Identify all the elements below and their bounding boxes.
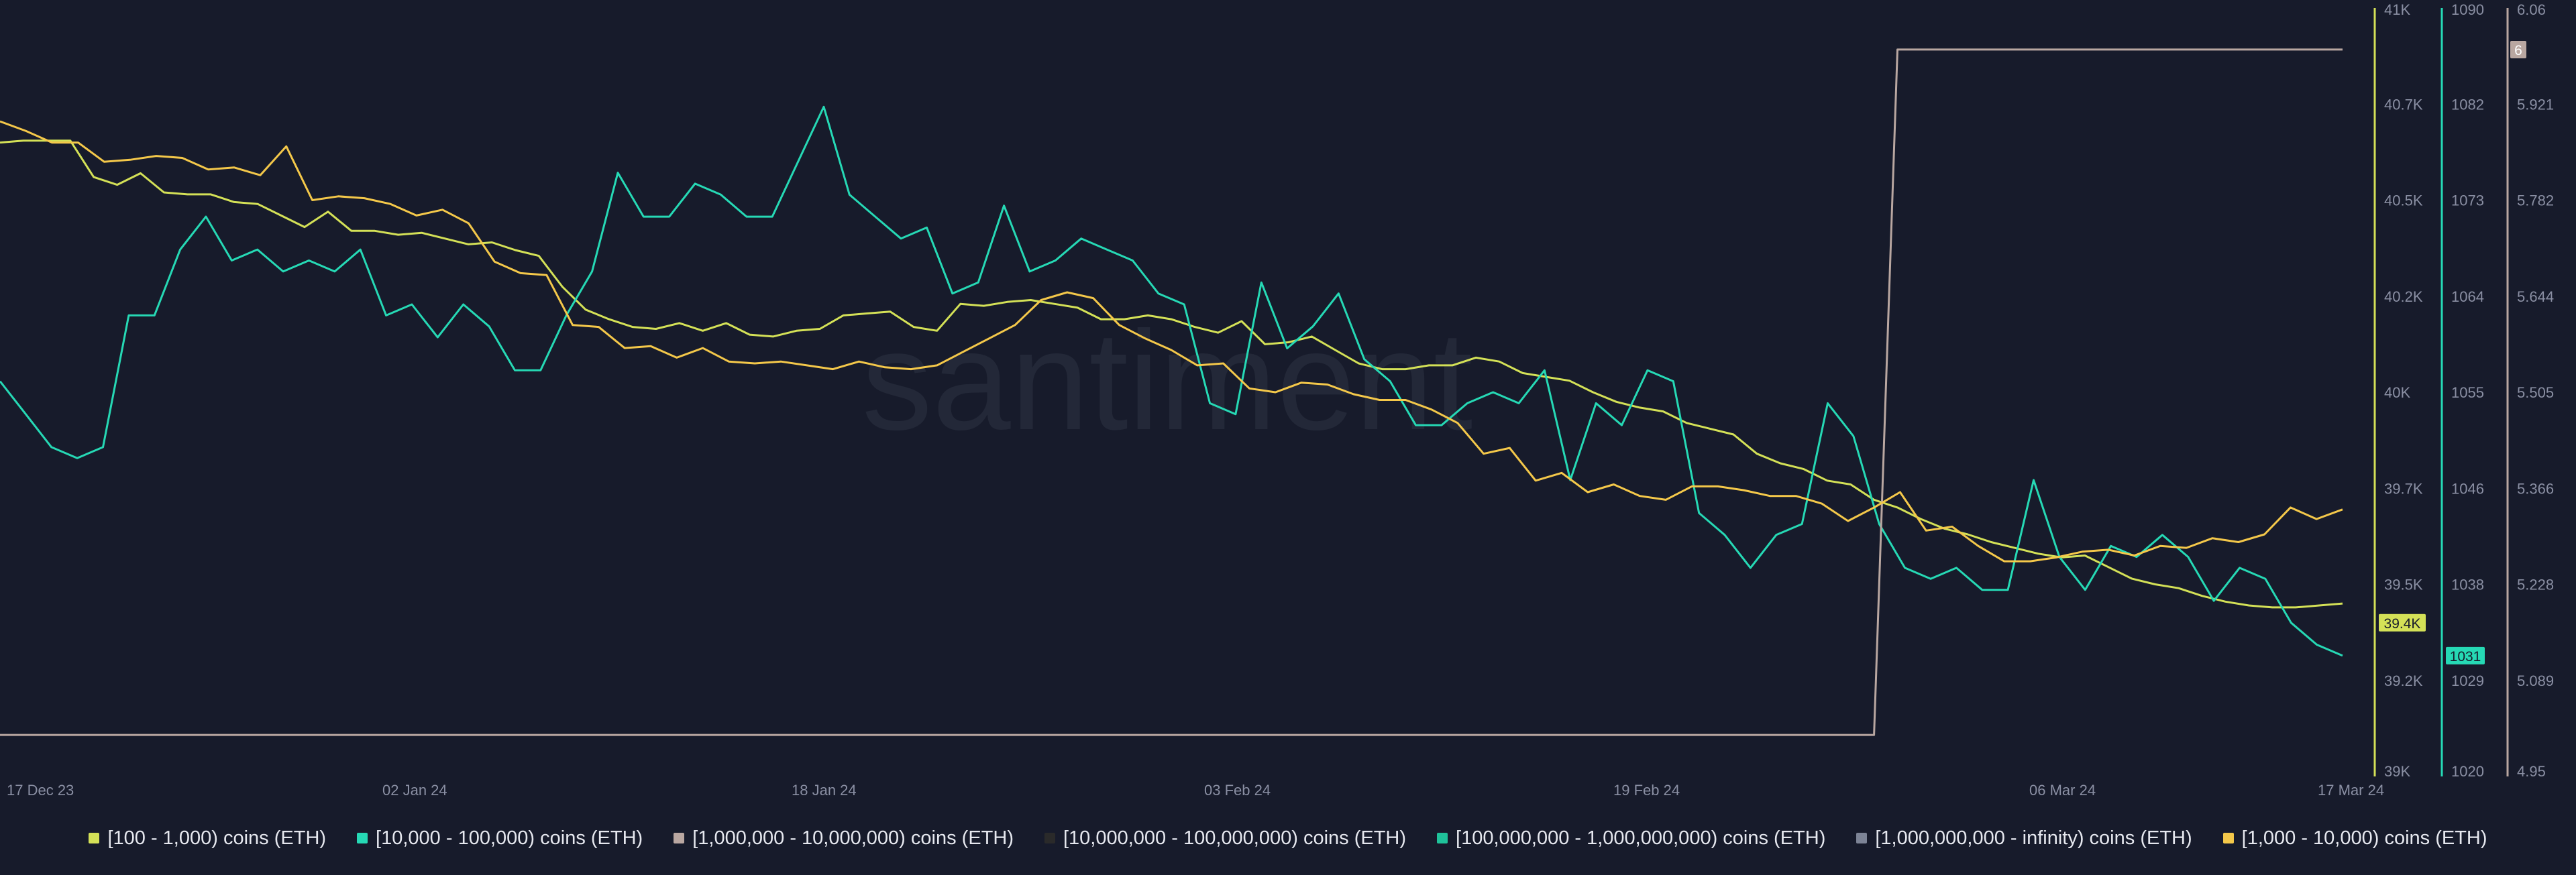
y-tick-label: 1073 — [2451, 192, 2484, 209]
y-tick-label: 5.644 — [2517, 288, 2554, 305]
legend-label: [1,000,000 - 10,000,000) coins (ETH) — [692, 827, 1014, 850]
value-badges: 39.4K 1031 6 — [2379, 41, 2526, 664]
x-tick-label: 19 Feb 24 — [1613, 782, 1680, 799]
y-tick-label: 1055 — [2451, 384, 2484, 401]
y-tick-label: 40.5K — [2384, 192, 2423, 209]
badge-label-a2: 1031 — [2450, 649, 2481, 664]
y-tick-label: 39.7K — [2384, 480, 2423, 497]
y-tick-label: 5.366 — [2517, 480, 2554, 497]
x-tick-label: 02 Jan 24 — [382, 782, 447, 799]
legend-label: [1,000 - 10,000) coins (ETH) — [2242, 827, 2487, 850]
legend-item-6[interactable]: [1,000 - 10,000) coins (ETH) — [2223, 827, 2487, 850]
legend-item-3[interactable]: [10,000,000 - 100,000,000) coins (ETH) — [1044, 827, 1406, 850]
legend-label: [1,000,000,000 - infinity) coins (ETH) — [1875, 827, 2192, 850]
legend-label: [100,000,000 - 1,000,000,000) coins (ETH… — [1456, 827, 1825, 850]
legend-swatch — [674, 833, 684, 843]
y-tick-label: 1020 — [2451, 763, 2484, 780]
y-tick-label: 6.06 — [2517, 1, 2546, 18]
legend-label: [10,000,000 - 100,000,000) coins (ETH) — [1063, 827, 1406, 850]
y-tick-label: 1029 — [2451, 673, 2484, 689]
legend-swatch — [357, 833, 368, 843]
y-tick-label: 39.5K — [2384, 577, 2423, 593]
x-tick-label: 18 Jan 24 — [792, 782, 857, 799]
badge-label-a1: 39.4K — [2384, 616, 2421, 632]
legend-item-1[interactable]: [10,000 - 100,000) coins (ETH) — [357, 827, 643, 850]
y-tick-label: 40K — [2384, 384, 2410, 401]
legend-swatch — [1856, 833, 1867, 843]
line-chart: santiment 41K 40.7K 40.5K 40.2K 40K 39.7K 39.5… — [0, 0, 2576, 872]
y-tick-label: 40.2K — [2384, 288, 2423, 305]
y-tick-label: 1064 — [2451, 288, 2484, 305]
x-tick-label: 17 Dec 23 — [7, 782, 74, 799]
y-tick-label: 40.7K — [2384, 96, 2423, 113]
legend-item-5[interactable]: [1,000,000,000 - infinity) coins (ETH) — [1856, 827, 2192, 850]
y-tick-label: 5.505 — [2517, 384, 2554, 401]
legend-swatch — [89, 833, 99, 843]
y-tick-label: 1038 — [2451, 577, 2484, 593]
y-tick-label: 4.95 — [2517, 763, 2546, 780]
y-tick-label: 1090 — [2451, 1, 2484, 18]
legend-swatch — [2223, 833, 2234, 843]
legend-item-0[interactable]: [100 - 1,000) coins (ETH) — [89, 827, 326, 850]
y-tick-label: 5.921 — [2517, 96, 2554, 113]
y-tick-label: 5.089 — [2517, 673, 2554, 689]
y-tick-label: 39K — [2384, 763, 2410, 780]
legend-item-2[interactable]: [1,000,000 - 10,000,000) coins (ETH) — [674, 827, 1014, 850]
x-axis: 17 Dec 23 02 Jan 24 18 Jan 24 03 Feb 24 19 F… — [7, 782, 2384, 799]
y-tick-label: 1082 — [2451, 96, 2484, 113]
x-tick-label: 03 Feb 24 — [1204, 782, 1271, 799]
y-tick-label: 41K — [2384, 1, 2410, 18]
watermark: santiment — [862, 302, 1472, 459]
legend-item-4[interactable]: [100,000,000 - 1,000,000,000) coins (ETH… — [1437, 827, 1825, 850]
legend: [100 - 1,000) coins (ETH) [10,000 - 100,0… — [0, 819, 2576, 857]
legend-swatch — [1437, 833, 1448, 843]
y-tick-label: 5.782 — [2517, 192, 2554, 209]
y-tick-label: 1046 — [2451, 480, 2484, 497]
legend-swatch — [1044, 833, 1055, 843]
x-tick-label: 17 Mar 24 — [2318, 782, 2384, 799]
legend-label: [100 - 1,000) coins (ETH) — [107, 827, 326, 850]
x-tick-label: 06 Mar 24 — [2029, 782, 2096, 799]
y-tick-label: 39.2K — [2384, 673, 2423, 689]
badge-label-a3: 6 — [2514, 43, 2522, 58]
legend-label: [10,000 - 100,000) coins (ETH) — [376, 827, 643, 850]
chart-area: santiment 41K 40.7K 40.5K 40.2K 40K 39.7K 39.5… — [0, 0, 2576, 872]
y-tick-label: 5.228 — [2517, 577, 2554, 593]
